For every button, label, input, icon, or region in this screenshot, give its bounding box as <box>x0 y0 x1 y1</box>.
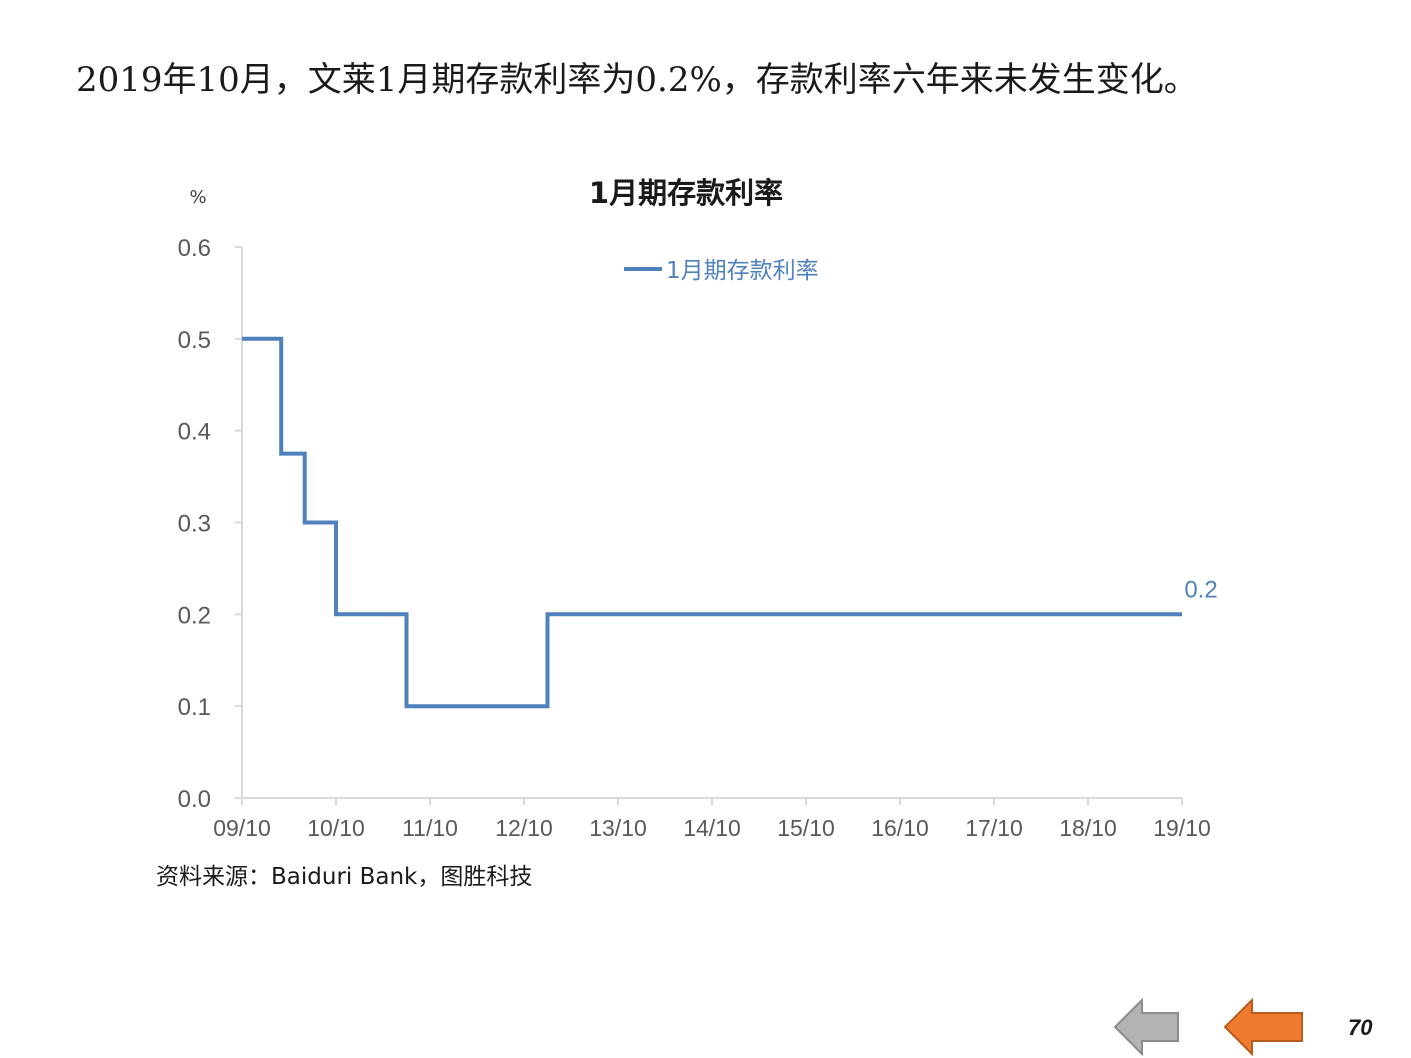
slide-headline: 2019年10月，文莱1月期存款利率为0.2%，存款利率六年来未发生变化。 <box>76 60 1198 100</box>
data-label-last-value: 0.2 <box>1184 576 1217 603</box>
back-arrow-icon <box>1113 997 1179 1056</box>
legend-label: 1月期存款利率 <box>666 258 819 284</box>
y-tick-label: 0.5 <box>178 327 211 354</box>
x-tick-label: 12/10 <box>495 815 553 841</box>
next-arrow-icon <box>1223 997 1303 1056</box>
x-tick-label: 13/10 <box>589 815 647 841</box>
deposit-rate-chart: 1月期存款利率 % 0.0 0.1 0.2 0.3 0.4 0.5 0.6 09/10 10/… <box>178 176 1218 841</box>
source-note: 资料来源：Baiduri Bank，图胜科技 <box>156 864 533 890</box>
series-layer: 0.2 <box>242 336 1218 709</box>
y-axis-ticks: 0.0 0.1 0.2 0.3 0.4 0.5 0.6 <box>178 235 242 813</box>
legend: 1月期存款利率 <box>624 258 819 284</box>
y-tick-label: 0.1 <box>178 694 211 721</box>
series-line-deposit-rate <box>242 336 1182 709</box>
y-tick-label: 0.3 <box>178 511 211 538</box>
x-tick-label: 16/10 <box>871 815 929 841</box>
x-tick-label: 15/10 <box>777 815 835 841</box>
y-axis-unit-label: % <box>189 187 206 208</box>
x-tick-label: 09/10 <box>213 815 271 841</box>
x-tick-label: 18/10 <box>1059 815 1117 841</box>
x-tick-label: 14/10 <box>683 815 741 841</box>
x-axis-ticks: 09/10 10/10 11/10 12/10 13/10 14/10 15/10 16/10… <box>213 798 1211 841</box>
x-tick-label: 10/10 <box>307 815 365 841</box>
x-tick-label: 19/10 <box>1153 815 1211 841</box>
x-tick-label: 11/10 <box>402 815 458 841</box>
y-tick-label: 0.4 <box>178 419 211 446</box>
chart-title: 1月期存款利率 <box>589 176 783 210</box>
next-arrow-button[interactable] <box>1222 996 1306 1056</box>
y-tick-label: 0.2 <box>178 602 211 629</box>
y-tick-label: 0.0 <box>178 786 211 813</box>
page-number: 70 <box>1348 1015 1373 1040</box>
back-arrow-button[interactable] <box>1112 996 1182 1056</box>
y-tick-label: 0.6 <box>178 235 211 262</box>
x-tick-label: 17/10 <box>965 815 1023 841</box>
